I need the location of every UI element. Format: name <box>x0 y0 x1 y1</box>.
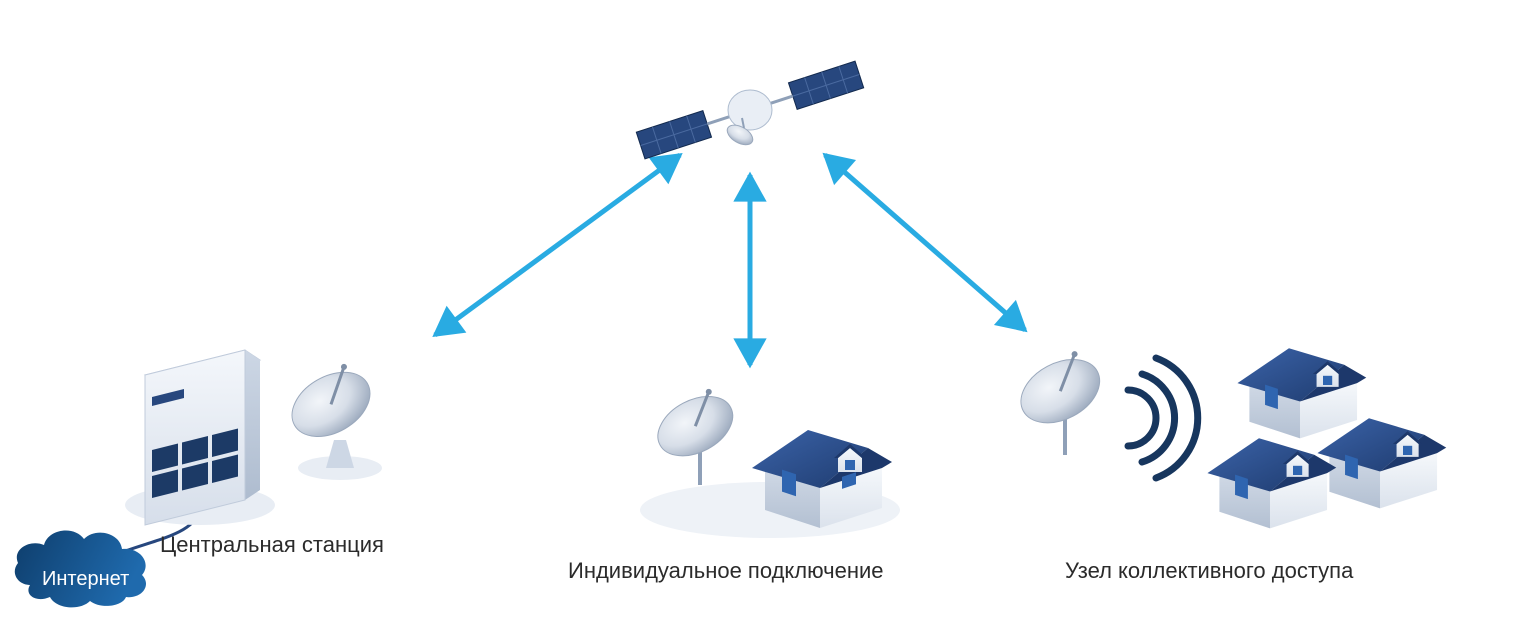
internet-label: Интернет <box>42 568 129 591</box>
server-icon <box>125 350 275 525</box>
satellite-icon <box>636 61 863 159</box>
link-satellite-central <box>435 155 680 335</box>
central-station-label: Центральная станция <box>160 532 384 558</box>
link-satellite-collective <box>825 155 1025 330</box>
collective-group <box>1010 346 1447 529</box>
collective-dish-icon <box>1010 346 1111 455</box>
collective-house-c-icon <box>1207 438 1336 528</box>
central-dish-icon <box>280 358 382 480</box>
collective-label: Узел коллективного доступа <box>1065 558 1353 584</box>
individual-label: Индивидуальное подключение <box>568 558 884 584</box>
individual-dish-icon <box>647 384 743 485</box>
individual-group <box>640 384 900 538</box>
wireless-signal-icon <box>1128 358 1198 478</box>
collective-house-b-icon <box>1317 418 1446 508</box>
collective-house-a-icon <box>1237 348 1366 438</box>
connections <box>435 155 1025 365</box>
